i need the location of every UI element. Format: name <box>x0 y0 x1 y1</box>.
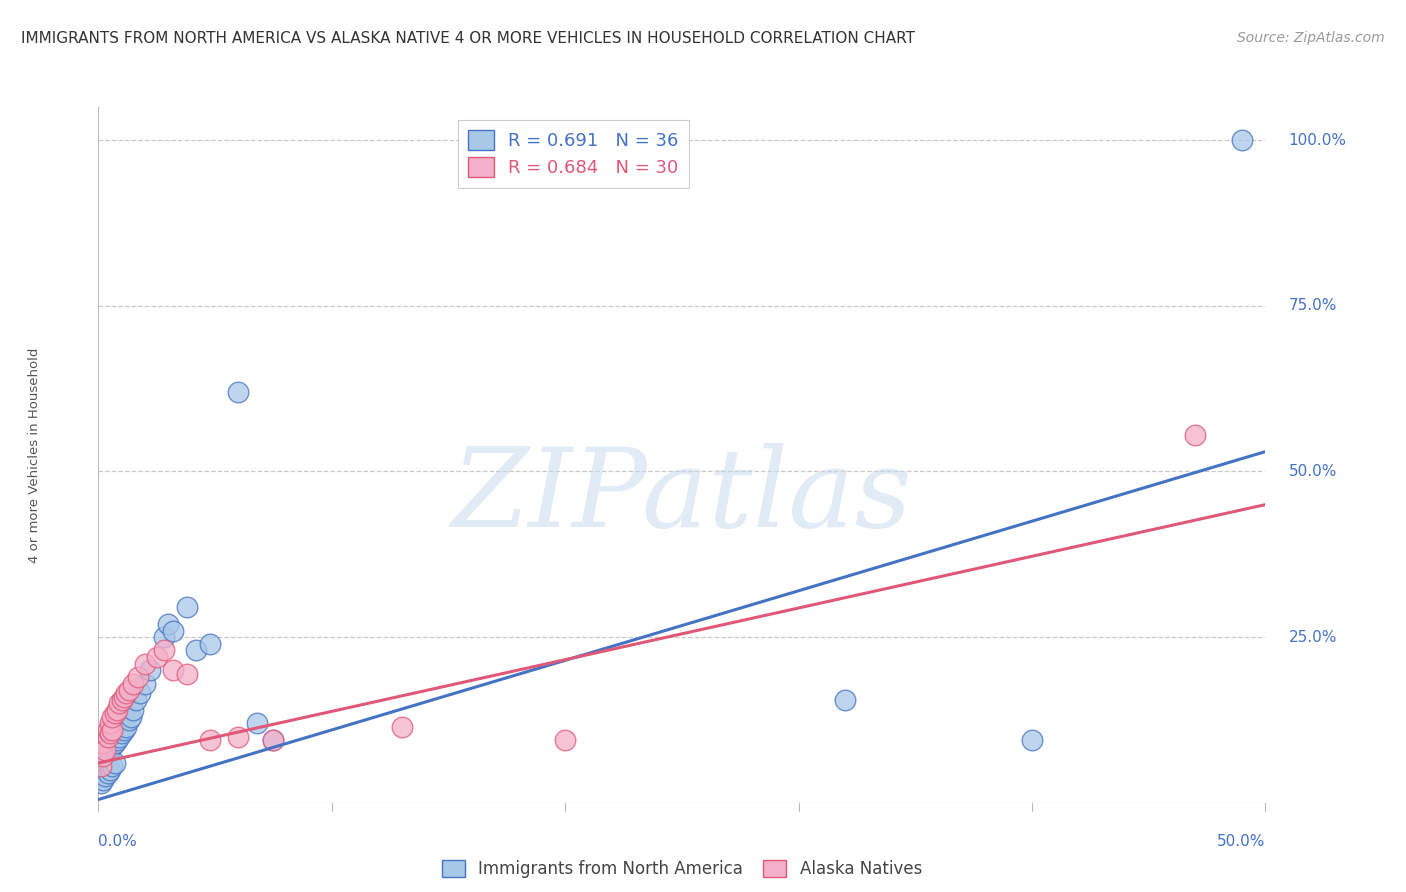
Point <box>262 732 284 747</box>
Point <box>98 743 121 757</box>
Point <box>98 716 121 731</box>
Text: ZIPatlas: ZIPatlas <box>451 443 912 550</box>
Text: 50.0%: 50.0% <box>1218 834 1265 849</box>
Text: 0.0%: 0.0% <box>98 834 138 849</box>
Point <box>115 686 138 700</box>
Point <box>94 743 117 757</box>
Text: Source: ZipAtlas.com: Source: ZipAtlas.com <box>1237 31 1385 45</box>
Point <box>134 657 156 671</box>
Point <box>105 732 128 747</box>
Point <box>129 686 152 700</box>
Point <box>101 739 124 754</box>
Point <box>122 703 145 717</box>
Point <box>90 759 112 773</box>
Text: 50.0%: 50.0% <box>1289 464 1337 479</box>
Text: 75.0%: 75.0% <box>1289 298 1337 313</box>
Point <box>90 776 112 790</box>
Point <box>111 693 134 707</box>
Point <box>157 616 180 631</box>
Point <box>200 637 222 651</box>
Point <box>228 730 250 744</box>
Point <box>391 720 413 734</box>
Point <box>101 709 124 723</box>
Point <box>108 730 131 744</box>
Point <box>112 690 135 704</box>
Point <box>162 663 184 677</box>
Point <box>186 643 208 657</box>
Point <box>104 736 127 750</box>
Point <box>118 713 141 727</box>
Point <box>122 676 145 690</box>
Point <box>104 756 127 770</box>
Point <box>97 723 120 737</box>
Point <box>200 732 222 747</box>
Point <box>1230 133 1253 147</box>
Point <box>112 723 135 737</box>
Text: 100.0%: 100.0% <box>1289 133 1347 148</box>
Point <box>246 716 269 731</box>
Point <box>228 384 250 399</box>
Point <box>162 624 184 638</box>
Point <box>104 706 127 721</box>
Point <box>176 600 198 615</box>
Text: IMMIGRANTS FROM NORTH AMERICA VS ALASKA NATIVE 4 OR MORE VEHICLES IN HOUSEHOLD C: IMMIGRANTS FROM NORTH AMERICA VS ALASKA … <box>21 31 915 46</box>
Point <box>127 670 149 684</box>
Point <box>97 766 120 780</box>
Point <box>1021 732 1043 747</box>
Point <box>105 703 128 717</box>
Point <box>108 697 131 711</box>
Point <box>125 693 148 707</box>
Point <box>834 693 856 707</box>
Point <box>115 720 138 734</box>
Point <box>98 763 121 777</box>
Point <box>139 663 162 677</box>
Point <box>262 732 284 747</box>
Point <box>91 736 114 750</box>
Point <box>91 749 114 764</box>
Point <box>118 683 141 698</box>
Point <box>554 732 576 747</box>
Point <box>94 769 117 783</box>
Point <box>176 666 198 681</box>
Point <box>146 650 169 665</box>
Point <box>134 676 156 690</box>
Point <box>152 643 174 657</box>
Text: 25.0%: 25.0% <box>1289 630 1337 645</box>
Point <box>111 726 134 740</box>
Point <box>101 759 124 773</box>
Legend: Immigrants from North America, Alaska Natives: Immigrants from North America, Alaska Na… <box>441 860 922 878</box>
Point <box>120 709 142 723</box>
Point <box>101 723 124 737</box>
Text: 4 or more Vehicles in Household: 4 or more Vehicles in Household <box>28 347 41 563</box>
Point <box>91 772 114 787</box>
Point <box>97 746 120 760</box>
Point <box>152 630 174 644</box>
Point <box>98 726 121 740</box>
Point <box>94 756 117 770</box>
Point <box>97 730 120 744</box>
Point <box>1184 428 1206 442</box>
